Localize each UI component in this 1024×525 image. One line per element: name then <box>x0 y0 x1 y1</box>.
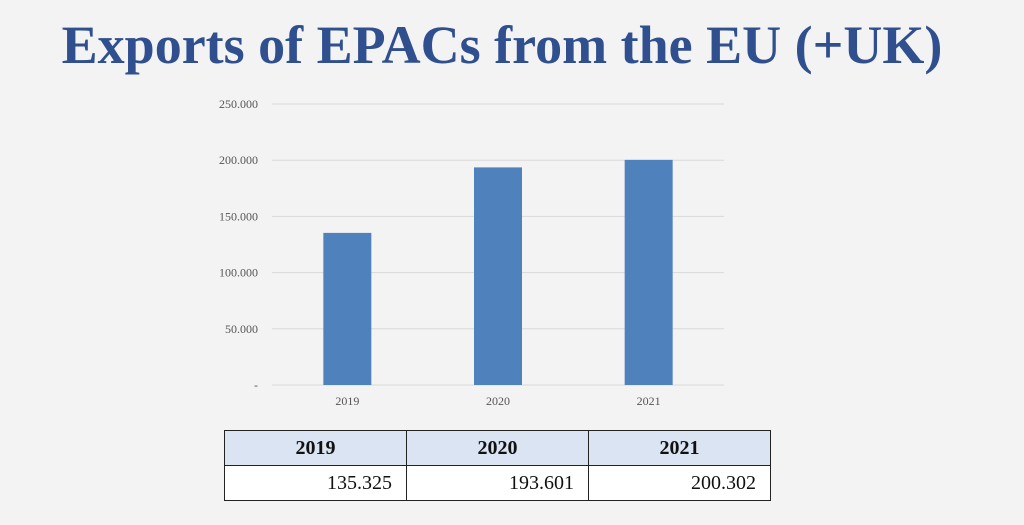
table-cell: 135.325 <box>224 465 407 501</box>
x-tick-label: 2020 <box>486 394 510 408</box>
table-header-cell: 2021 <box>588 430 771 466</box>
y-tick-label: 150.000 <box>219 209 258 223</box>
table-cell: 200.302 <box>588 465 771 501</box>
table-header-row: 2019 2020 2021 <box>224 430 771 466</box>
y-tick-label: - <box>254 378 258 392</box>
x-tick-label: 2019 <box>335 394 359 408</box>
table-header-cell: 2020 <box>406 430 589 466</box>
y-tick-label: 250.000 <box>219 97 258 111</box>
bar-2019 <box>323 232 372 385</box>
bars <box>323 159 673 385</box>
slide-title: Exports of EPACs from the EU (+UK) <box>61 15 943 75</box>
x-axis-tick-labels: 2019 2020 2021 <box>335 394 660 408</box>
table-cell: 193.601 <box>406 465 589 501</box>
bar-2020 <box>474 167 522 385</box>
x-tick-label: 2021 <box>637 394 661 408</box>
y-tick-label: 50.000 <box>225 322 258 336</box>
y-axis-tick-labels: - 50.000 100.000 150.000 200.000 250.000 <box>219 97 258 392</box>
table-header-cell: 2019 <box>224 430 407 466</box>
data-table: 2019 2020 2021 135.325 193.601 200.302 <box>224 430 771 501</box>
y-tick-label: 100.000 <box>219 266 258 280</box>
y-tick-label: 200.000 <box>219 153 258 167</box>
table-row: 135.325 193.601 200.302 <box>224 465 771 501</box>
bar-2021 <box>624 159 673 385</box>
